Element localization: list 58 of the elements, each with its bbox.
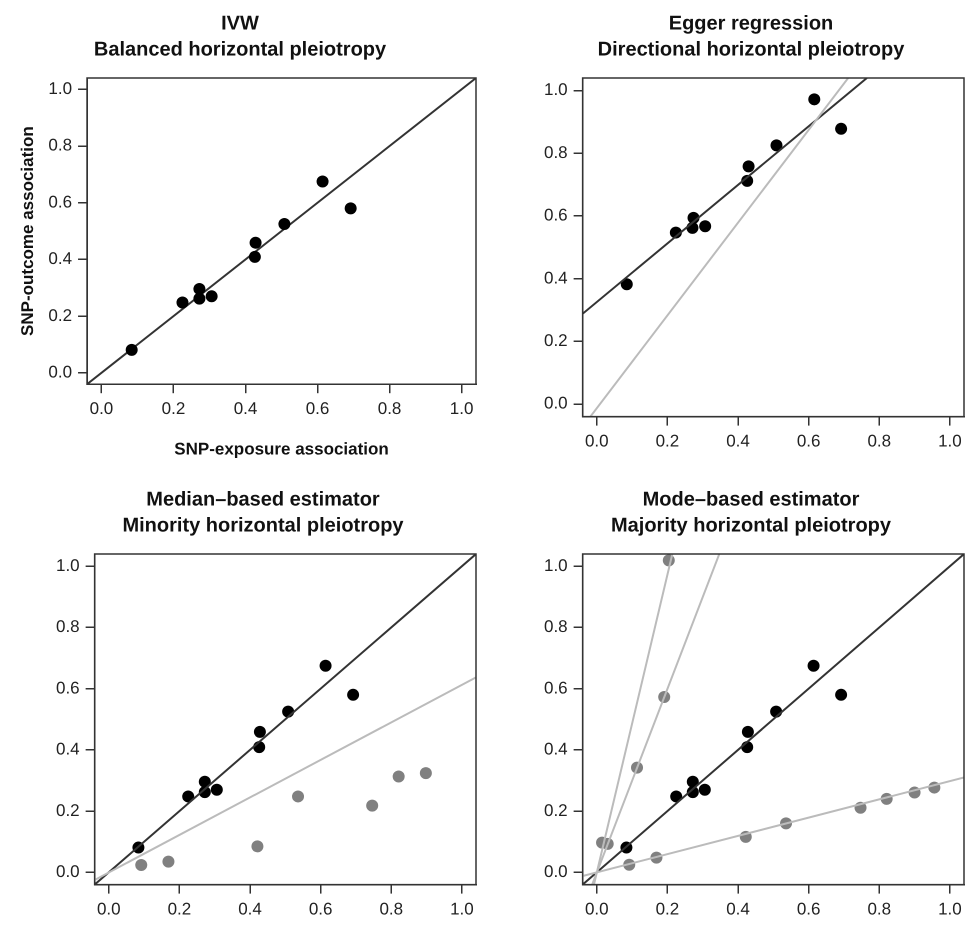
y-axis-title: SNP-outcome association xyxy=(18,126,37,336)
text: 1.0 xyxy=(56,556,80,575)
text: 1.0 xyxy=(48,79,72,98)
x-tick-label: 0.8 xyxy=(378,399,402,418)
x-tick-label: 0.8 xyxy=(379,899,404,918)
y-tick-label: 0.8 xyxy=(56,617,80,636)
y-tick-label: 0.6 xyxy=(56,678,80,698)
chart-subtitle: Minority horizontal pleiotropy xyxy=(122,514,404,537)
x-tick-label: 0.2 xyxy=(656,899,680,918)
x-axis-title: SNP-exposure association xyxy=(174,439,389,458)
y-tick-label: 0.8 xyxy=(544,617,568,636)
text: 0.0 xyxy=(584,431,609,450)
text: 0.0 xyxy=(544,394,568,413)
x-tick-label: 0.6 xyxy=(796,431,820,450)
y-tick-label: 0.4 xyxy=(48,249,72,268)
y-tick-label: 0.6 xyxy=(544,206,568,225)
chart-subtitle: Directional horizontal pleiotropy xyxy=(598,38,906,61)
text: 0.0 xyxy=(56,862,80,882)
text: 1.0 xyxy=(544,80,568,100)
x-tick-label: 0.4 xyxy=(726,899,750,918)
x-tick-label: 0.2 xyxy=(162,399,186,418)
x-tick-label: 0.6 xyxy=(306,399,330,418)
x-tick-label: 0.6 xyxy=(796,899,820,918)
text: 1.0 xyxy=(938,899,962,918)
x-tick-label: 0.2 xyxy=(656,431,680,450)
chart-title: Egger regression xyxy=(668,12,834,35)
y-tick-label: 0.2 xyxy=(544,800,568,820)
y-tick-label: 0.6 xyxy=(48,192,72,212)
text: 0.0 xyxy=(90,399,114,418)
chart-title: IVW xyxy=(221,12,260,35)
text: 0.0 xyxy=(96,899,121,918)
text: 1.0 xyxy=(544,556,568,575)
y-tick-label: 0.2 xyxy=(48,306,72,325)
text: 1.0 xyxy=(938,431,962,450)
chart-title: Median–based estimator xyxy=(146,488,380,511)
y-tick-label: 0.2 xyxy=(56,800,80,820)
y-tick-label: 0.2 xyxy=(544,331,568,350)
x-tick-label: 0.8 xyxy=(867,899,892,918)
x-tick-label: 0.8 xyxy=(867,431,892,450)
y-tick-label: 0.8 xyxy=(544,142,568,162)
x-tick-label: 0.6 xyxy=(308,899,332,918)
x-tick-label: 0.4 xyxy=(238,899,262,918)
text: 0.0 xyxy=(584,899,609,918)
y-tick-label: 0.4 xyxy=(56,740,80,759)
y-tick-label: 0.4 xyxy=(544,268,568,288)
text: 1.0 xyxy=(450,899,474,918)
chart-subtitle: Balanced horizontal pleiotropy xyxy=(94,38,387,61)
text: 0.0 xyxy=(48,362,72,382)
x-tick-label: 0.4 xyxy=(234,399,258,418)
x-tick-label: 0.4 xyxy=(726,431,750,450)
text: 0.0 xyxy=(544,862,568,882)
text: 1.0 xyxy=(450,399,474,418)
y-tick-label: 0.6 xyxy=(544,678,568,698)
chart-subtitle: Majority horizontal pleiotropy xyxy=(610,514,892,537)
y-tick-label: 0.4 xyxy=(544,740,568,759)
chart-title: Mode–based estimator xyxy=(642,488,860,511)
x-tick-label: 0.2 xyxy=(168,899,192,918)
y-tick-label: 0.8 xyxy=(48,136,72,155)
